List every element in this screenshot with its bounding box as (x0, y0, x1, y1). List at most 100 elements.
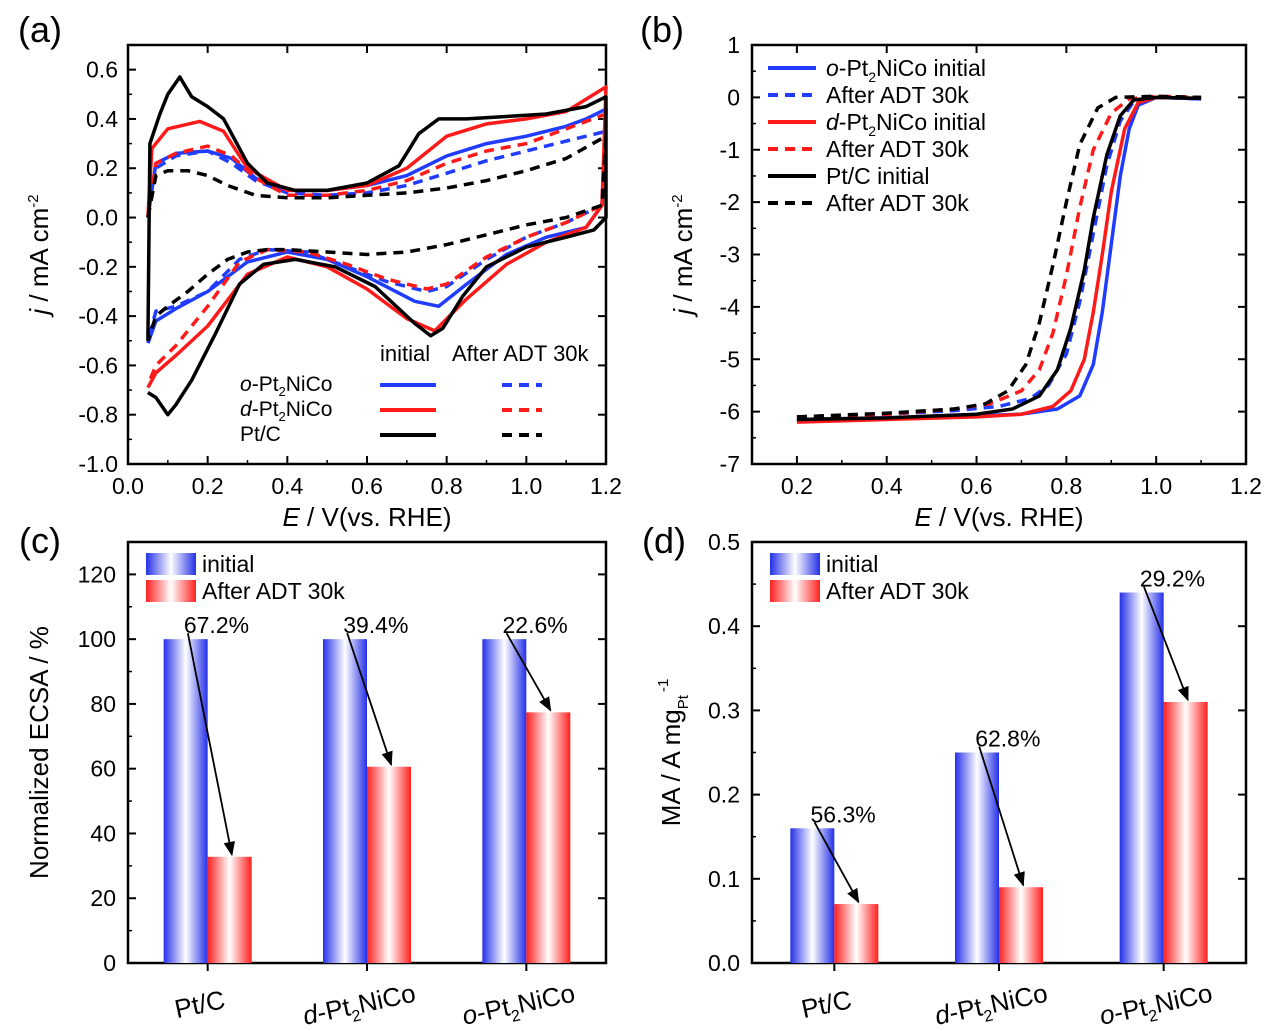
panel-c-label: (c) (19, 520, 61, 561)
panel-c-annotation: 22.6% (503, 612, 568, 638)
panel-d-xtick-label: d-Pt2NiCo (932, 978, 1051, 1031)
panel-b-xtick-label: 0.2 (781, 473, 813, 499)
panel-b-xtick-label: 1.2 (1230, 473, 1262, 499)
panel-d-bar-after (1163, 701, 1208, 963)
panel-d-legend-swatch (770, 553, 820, 575)
panel-b-ytick-label: -2 (720, 189, 740, 215)
panel-b-legend-label: After ADT 30k (826, 82, 969, 108)
panel-b-xtick-label: 1.0 (1140, 473, 1172, 499)
panel-d-bar-after (999, 887, 1043, 963)
panel-c-legend-swatch (146, 553, 196, 575)
panel-a-xtick-label: 0.0 (112, 473, 144, 499)
panel-a-ytick-label: 0.0 (86, 205, 118, 231)
panel-d-ytick-label: 0.4 (708, 613, 740, 639)
panel-a-series-black-after (146, 134, 608, 342)
panel-b-series-red-initial (796, 95, 1202, 424)
panel-a-xtick-label: 0.2 (192, 473, 224, 499)
panel-c-bar-after (367, 766, 411, 963)
panel-c-ytick-label: 20 (90, 885, 116, 911)
panel-b-legend-label: d-Pt2NiCo initial (826, 109, 986, 139)
panel-c-xtick-label: Pt/C (172, 984, 228, 1024)
panel-c-bar-after (207, 856, 252, 963)
panel-c-bar-after (526, 712, 571, 963)
panel-a-series-black-initial (146, 75, 608, 417)
panel-a-ytick-label: -0.4 (78, 303, 118, 329)
panel-a-ytick-label: 0.6 (86, 57, 118, 83)
panel-b-legend-label: After ADT 30k (826, 190, 969, 216)
panel-a-label: (a) (18, 9, 62, 50)
panel-d-xtick-label: o-Pt2NiCo (1097, 978, 1216, 1031)
panel-b-label: (b) (640, 9, 684, 50)
panel-c-bar-initial (163, 639, 208, 963)
panel-d-arrow (1143, 586, 1189, 702)
panel-c-bar-initial (323, 639, 367, 963)
panel-c-annotation: 39.4% (343, 612, 408, 638)
panel-a-series-blue-initial (146, 107, 608, 344)
panel-a-legend-row-label: Pt/C (240, 423, 281, 446)
panel-d-ytick-label: 0.2 (708, 782, 740, 808)
panel-a-xtick-label: 0.4 (271, 473, 303, 499)
panel-a-ytick-label: 0.2 (86, 155, 118, 181)
panel-d-bar-after (834, 904, 879, 963)
panel-a-ylabel: j / mA cm-2 (24, 194, 54, 317)
panel-b-xtick-label: 0.8 (1050, 473, 1082, 499)
panel-a-legend-col-initial: initial (380, 341, 430, 366)
panel-d-bar-initial (790, 828, 835, 963)
panel-d-ytick-label: 0.3 (708, 697, 740, 723)
panel-a-xtick-label: 0.8 (431, 473, 463, 499)
panel-d-bar-initial (1119, 592, 1164, 963)
panel-c-legend-swatch (146, 580, 196, 602)
panel-b-ytick-label: -6 (720, 399, 740, 425)
panel-b-xlabel: E / V(vs. RHE) (914, 502, 1083, 532)
panel-b-ytick-label: -3 (720, 242, 740, 268)
panel-b-series-black-after (796, 94, 1202, 419)
panel-b-xtick-label: 0.4 (871, 473, 903, 499)
panel-b-ylabel: j / mA cm-2 (668, 194, 698, 317)
panel-a-legend-col-after: After ADT 30k (452, 341, 590, 366)
panel-d-xtick-label: Pt/C (799, 984, 855, 1024)
panel-c-arrow (186, 632, 235, 857)
panel-c-arrow (505, 632, 552, 712)
panel-d-ytick-label: 0.1 (708, 866, 740, 892)
panel-c-ytick-label: 60 (90, 756, 116, 782)
panel-b-ytick-label: 0 (727, 84, 740, 110)
panel-c-ylabel: Normalized ECSA / % (24, 626, 54, 879)
panel-a-ytick-label: -0.6 (78, 352, 118, 378)
panel-c-ytick-label: 120 (78, 561, 116, 587)
panel-d-bar-initial (955, 752, 999, 963)
panel-b-legend-label: Pt/C initial (826, 163, 930, 189)
panel-d-ytick-label: 0.0 (708, 950, 740, 976)
panel-b-ytick-label: -7 (720, 451, 740, 477)
panel-a-xtick-label: 0.6 (351, 473, 383, 499)
panel-b-ytick-label: -5 (720, 346, 740, 372)
panel-a-xtick-label: 1.2 (590, 473, 622, 499)
panel-a-ytick-label: -0.8 (78, 402, 118, 428)
panel-d-arrow (813, 821, 860, 904)
panel-c-ytick-label: 80 (90, 691, 116, 717)
panel-b-xtick-label: 0.6 (961, 473, 993, 499)
panel-a-legend-row-label: d-Pt2NiCo (240, 398, 332, 424)
panel-b-ytick-label: 1 (727, 32, 740, 58)
panel-d-annotation: 29.2% (1140, 566, 1205, 592)
panel-d-legend-swatch (770, 580, 820, 602)
panel-a-legend-row-label: o-Pt2NiCo (240, 373, 332, 399)
panel-c-annotation: 67.2% (184, 612, 249, 638)
panel-a-series-blue-after (146, 129, 608, 342)
panel-c-ytick-label: 40 (90, 820, 116, 846)
panel-d-annotation: 56.3% (811, 801, 876, 827)
panel-a-ytick-label: -0.2 (78, 254, 118, 280)
panel-d-legend-label: initial (826, 551, 878, 577)
panel-d-annotation: 62.8% (975, 726, 1040, 752)
panel-a-xlabel: E / V(vs. RHE) (282, 502, 451, 532)
panel-c-legend-label: After ADT 30k (202, 578, 345, 604)
chart-layer: (a) 0.0 0.2 0.4 0.6 0.8 1.0 1.2 0.6 0.4 0.2 0.0 -0.2… (18, 9, 1262, 1031)
panel-c-bar-initial (482, 639, 527, 963)
panel-c-xtick-label: o-Pt2NiCo (459, 978, 578, 1031)
panel-c-xtick-label: d-Pt2NiCo (300, 978, 419, 1031)
panel-b-ytick-label: -4 (720, 294, 741, 320)
panel-d-legend-label: After ADT 30k (826, 578, 969, 604)
panel-d-ytick-label: 0.5 (708, 529, 740, 555)
panel-c-arrow (346, 632, 393, 767)
panel-c-legend-label: initial (202, 551, 254, 577)
